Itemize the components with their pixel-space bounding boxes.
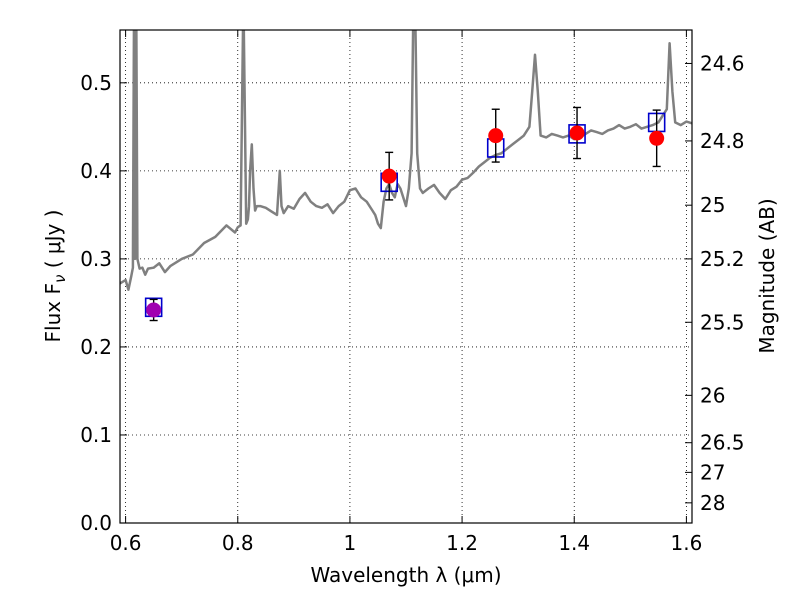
right-tick-label: 25.2 [700, 247, 745, 271]
x-tick-label: 1.6 [670, 531, 702, 555]
observed-point [146, 302, 162, 318]
y-tick-label: 0.2 [80, 335, 112, 359]
y-tick-label: 0.0 [80, 511, 112, 535]
y-tick-label: 0.4 [80, 159, 112, 183]
right-tick-label: 28 [700, 491, 725, 515]
right-tick-label: 26 [700, 383, 725, 407]
observed-point [381, 168, 397, 184]
observed-point [488, 128, 504, 144]
y-tick-label: 0.1 [80, 423, 112, 447]
x-axis-ticks: 0.6 0.8 1 1.2 1.4 1.6 [110, 30, 702, 555]
right-tick-label: 26.5 [700, 431, 745, 455]
observed-point [649, 130, 665, 146]
right-axis-ticks: 24.6 24.8 25 25.2 25.5 26 26.5 27 28 [685, 51, 745, 515]
right-tick-label: 25.5 [700, 310, 745, 334]
marker-layer [144, 106, 666, 322]
y-tick-label: 0.5 [80, 71, 112, 95]
right-tick-label: 24.6 [700, 51, 745, 75]
observed-point [569, 125, 585, 141]
right-tick-label: 25 [700, 193, 725, 217]
plot-background [120, 30, 692, 523]
x-tick-label: 0.8 [222, 531, 254, 555]
plot-frame [119, 29, 693, 524]
y-axis-ticks: 0.0 0.1 0.2 0.3 0.4 0.5 [80, 71, 127, 535]
x-tick-label: 1 [344, 531, 357, 555]
x-tick-label: 1.2 [446, 531, 478, 555]
x-tick-label: 0.6 [110, 531, 142, 555]
y-tick-label: 0.3 [80, 247, 112, 271]
x-tick-label: 1.4 [558, 531, 590, 555]
right-tick-label: 27 [700, 460, 725, 484]
y-axis-label: Flux Fν ( μJy ) [41, 210, 69, 343]
right-axis-label: Magnitude (AB) [755, 198, 779, 353]
right-tick-label: 24.8 [700, 129, 745, 153]
x-axis-label: Wavelength λ (μm) [310, 563, 501, 587]
